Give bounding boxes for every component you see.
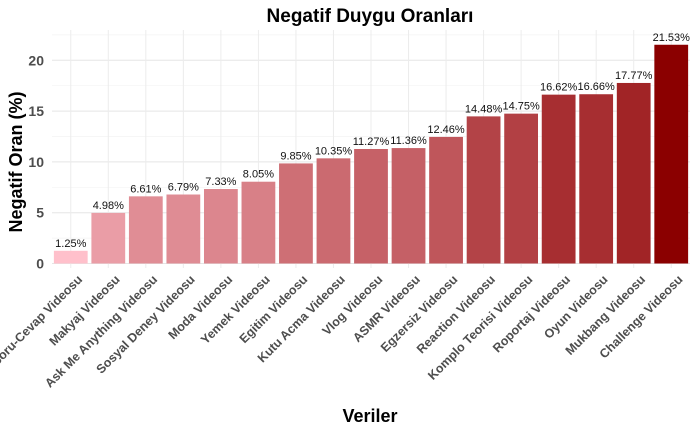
bars: [53, 44, 689, 264]
bar: [279, 163, 313, 264]
bar-value-label: 9.85%: [280, 150, 311, 162]
bar-value-label: 17.77%: [615, 70, 653, 82]
bar-value-label: 1.25%: [55, 238, 86, 250]
bar-value-label: 6.79%: [168, 182, 199, 194]
bar: [466, 116, 501, 264]
bar-value-label: 16.66%: [578, 81, 616, 93]
y-tick-label: 0: [36, 256, 44, 272]
bar: [316, 158, 351, 264]
bar: [541, 94, 576, 264]
bar-value-label: 10.35%: [315, 145, 353, 157]
bar: [579, 94, 614, 264]
y-axis-title: Negatif Oran (%): [6, 91, 26, 232]
bar-value-label: 7.33%: [205, 176, 236, 188]
bar-value-label: 14.75%: [502, 101, 540, 113]
bar: [654, 44, 689, 264]
y-tick-label: 15: [28, 103, 44, 119]
bar-value-label: 12.46%: [427, 124, 465, 136]
y-tick-label: 20: [28, 52, 44, 68]
bar: [391, 148, 426, 264]
bar: [91, 212, 126, 264]
bar: [429, 136, 463, 264]
bar-value-label: 21.53%: [653, 32, 691, 44]
bar: [241, 181, 276, 264]
x-tick-label: Egitim Videosu: [237, 272, 311, 346]
chart-title: Negatif Duygu Oranları: [267, 6, 474, 27]
bar: [203, 189, 238, 264]
x-axis-title: Veriler: [342, 406, 397, 426]
bar: [504, 113, 539, 264]
y-tick-labels: 0 5 10 15 20: [28, 52, 44, 271]
bar: [53, 250, 88, 264]
bar-value-label: 8.05%: [243, 169, 274, 181]
bar: [616, 82, 651, 264]
bar-value-label: 4.98%: [93, 200, 124, 212]
bar-value-label: 11.27%: [353, 136, 390, 148]
bar: [354, 148, 388, 264]
x-tick-label: ASMR Videosu: [350, 272, 423, 345]
bar-value-label: 11.36%: [390, 135, 427, 147]
bar: [128, 196, 163, 264]
y-tick-label: 10: [28, 154, 44, 170]
bar-value-label: 14.48%: [465, 103, 503, 115]
value-labels: 1.25% 4.98% 6.61% 6.79% 7.33% 8.05% 9.85% 10.35…: [55, 32, 690, 250]
bar-value-label: 16.62%: [540, 82, 578, 94]
y-tick-label: 5: [36, 205, 44, 221]
bar: [166, 194, 201, 264]
x-tick-label: Yemek Videosu: [198, 272, 273, 347]
bar-value-label: 6.61%: [130, 183, 161, 195]
